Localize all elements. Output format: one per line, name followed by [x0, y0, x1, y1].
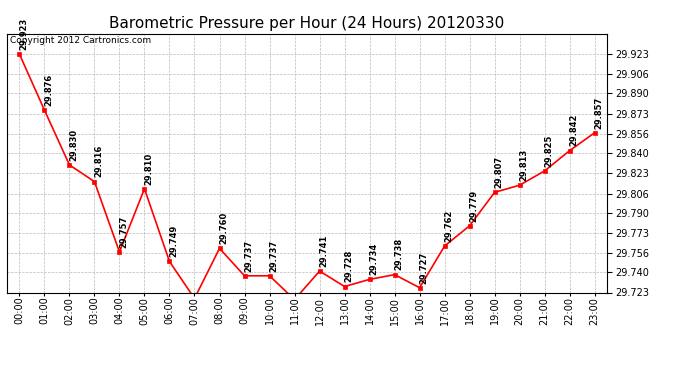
Text: 29.813: 29.813 [520, 149, 529, 181]
Title: Barometric Pressure per Hour (24 Hours) 20120330: Barometric Pressure per Hour (24 Hours) … [110, 16, 504, 31]
Text: Copyright 2012 Cartronics.com: Copyright 2012 Cartronics.com [10, 36, 151, 45]
Text: 29.717: 29.717 [0, 374, 1, 375]
Text: 29.741: 29.741 [319, 234, 328, 267]
Text: 29.757: 29.757 [119, 216, 128, 248]
Text: 29.718: 29.718 [0, 374, 1, 375]
Text: 29.734: 29.734 [369, 243, 378, 275]
Text: 29.830: 29.830 [69, 129, 78, 161]
Text: 29.857: 29.857 [594, 96, 603, 129]
Text: 29.825: 29.825 [544, 134, 553, 167]
Text: 29.749: 29.749 [169, 225, 178, 257]
Text: 29.816: 29.816 [94, 145, 103, 177]
Text: 29.842: 29.842 [569, 114, 578, 147]
Text: 29.727: 29.727 [420, 251, 428, 284]
Text: 29.728: 29.728 [344, 250, 353, 282]
Text: 29.738: 29.738 [394, 238, 403, 270]
Text: 29.876: 29.876 [44, 74, 53, 106]
Text: 29.807: 29.807 [494, 156, 503, 188]
Text: 29.737: 29.737 [244, 240, 253, 272]
Text: 29.762: 29.762 [444, 210, 453, 242]
Text: 29.779: 29.779 [469, 189, 478, 222]
Text: 29.760: 29.760 [219, 212, 228, 244]
Text: 29.810: 29.810 [144, 152, 153, 184]
Text: 29.923: 29.923 [19, 18, 28, 50]
Text: 29.737: 29.737 [269, 240, 278, 272]
